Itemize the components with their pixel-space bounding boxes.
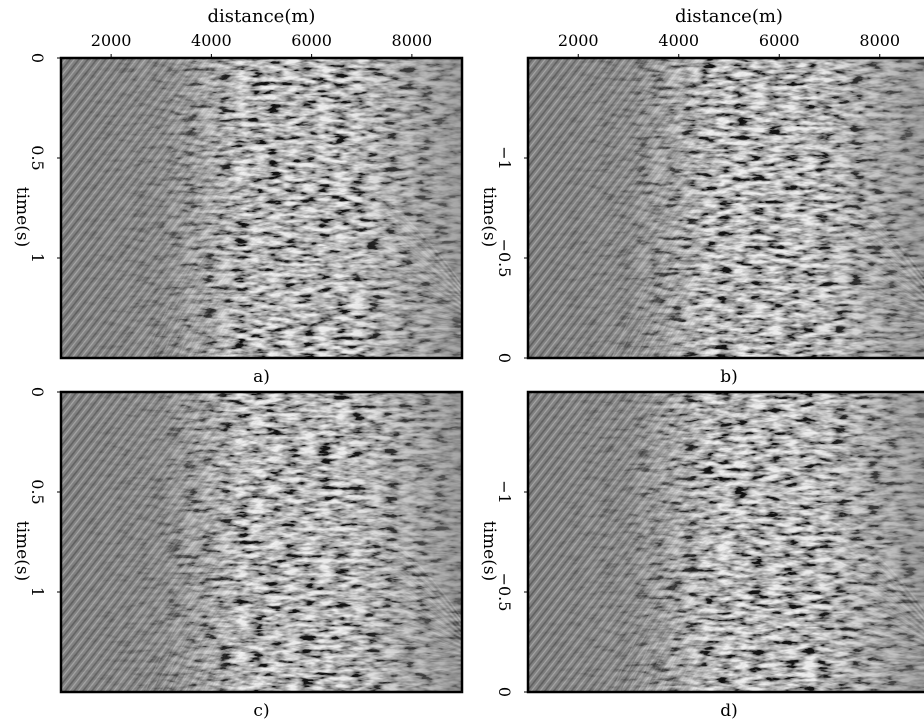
y-tick-label: 1 (28, 587, 47, 597)
panel-label: c) (253, 701, 269, 721)
x-tick-label: 2000 (558, 31, 599, 50)
y-axis-title: time(s) (12, 187, 32, 247)
x-tick-label: 2000 (91, 31, 132, 50)
plot-frame (59, 56, 464, 360)
y-tick-label: 0.5 (28, 145, 47, 170)
x-tick-label: 4000 (191, 31, 232, 50)
panel-label: a) (253, 367, 270, 387)
y-tick-label: −0.5 (495, 239, 514, 278)
y-tick-label: 0.5 (28, 479, 47, 504)
x-tick-label: 6000 (291, 31, 332, 50)
x-axis-title: distance(m) (208, 6, 316, 27)
y-tick-label: 0 (495, 353, 514, 363)
y-tick-label: 1 (28, 253, 47, 263)
seismic-image (528, 58, 924, 358)
panel-d: −1 −0.5 0 time(s) d) (479, 390, 924, 721)
x-axis-title: distance(m) (675, 6, 783, 27)
plot-frame (59, 390, 464, 694)
panel-label: b) (720, 367, 738, 387)
y-axis-title: time(s) (12, 521, 32, 581)
panel-a: 2000 4000 6000 8000 distance(m) 0 0.5 1 time(s) a… (12, 6, 464, 387)
x-tick-label: 8000 (392, 31, 433, 50)
x-tick-label: 4000 (658, 31, 699, 50)
y-tick-label: 0 (28, 53, 47, 63)
seismic-image (528, 392, 924, 692)
y-tick-label: −1 (495, 146, 514, 170)
x-tick-label: 8000 (859, 31, 900, 50)
y-axis-title: time(s) (479, 187, 499, 247)
seismic-image (61, 392, 462, 692)
panel-label: d) (720, 701, 738, 721)
plot-frame (526, 390, 924, 694)
panel-c: 0 0.5 1 time(s) c) (12, 387, 464, 721)
y-tick-label: −1 (495, 480, 514, 504)
x-tick-label: 6000 (759, 31, 800, 50)
panel-b: 2000 4000 6000 8000 distance(m) −1 −0.5 0 time(s… (479, 6, 924, 387)
y-tick-label: 0 (495, 687, 514, 697)
y-axis-title: time(s) (479, 521, 499, 581)
plot-frame (526, 56, 924, 360)
y-tick-label: −0.5 (495, 573, 514, 612)
seismic-image (61, 58, 462, 358)
y-tick-label: 0 (28, 387, 47, 397)
